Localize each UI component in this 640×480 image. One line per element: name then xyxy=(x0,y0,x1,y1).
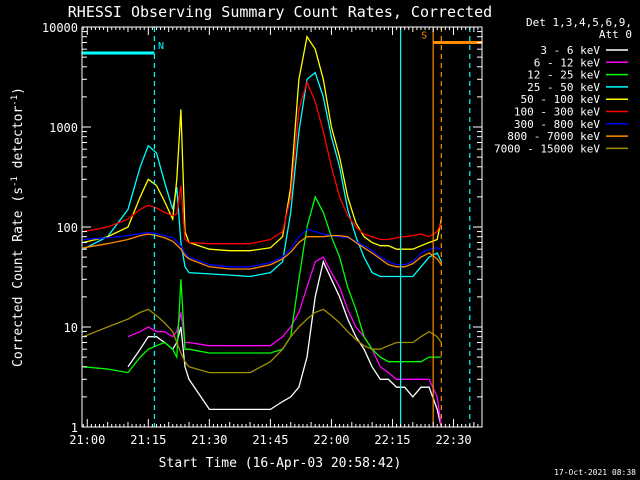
series-line-1 xyxy=(127,256,442,427)
y-tick-label: 100 xyxy=(56,221,78,235)
footer-date: 17-Oct-2021 08:38 xyxy=(554,468,636,477)
x-axis-label: Start Time (16-Apr-03 20:58:42) xyxy=(159,456,402,471)
legend-label-8: 7000 - 15000 keV xyxy=(494,142,600,155)
legend-label-6: 300 - 800 keV xyxy=(514,118,600,131)
x-tick-label: 21:00 xyxy=(69,433,105,447)
y-tick-label: 1000 xyxy=(49,121,78,135)
x-tick-label: 21:45 xyxy=(252,433,288,447)
y-tick-label: 10 xyxy=(64,321,78,335)
series-line-7 xyxy=(83,233,442,270)
y-axis-label: Corrected Count Rate (s-1 detector-1) xyxy=(10,87,26,367)
legend-label-0: 3 - 6 keV xyxy=(540,44,600,57)
legend-label-1: 6 - 12 keV xyxy=(534,56,601,69)
x-tick-label: 22:00 xyxy=(313,433,349,447)
legend-header-line-1: Det 1,3,4,5,6,9, xyxy=(526,16,632,29)
legend-label-5: 100 - 300 keV xyxy=(514,106,600,119)
x-tick-label: 22:30 xyxy=(435,433,471,447)
flag-label-n: N xyxy=(158,41,164,52)
flag-label-s: S xyxy=(421,30,427,41)
x-tick-label: 21:15 xyxy=(130,433,166,447)
series-line-4 xyxy=(83,34,442,252)
legend-label-4: 50 - 100 keV xyxy=(521,93,601,106)
series-line-5 xyxy=(83,80,442,245)
y-tick-label: 1 xyxy=(71,421,78,435)
x-tick-label: 22:15 xyxy=(374,433,410,447)
legend-label-7: 800 - 7000 keV xyxy=(507,130,600,143)
series-line-6 xyxy=(83,228,442,268)
series-line-3 xyxy=(82,71,442,278)
legend-label-3: 25 - 50 keV xyxy=(527,81,600,94)
legend-label-2: 12 - 25 keV xyxy=(527,69,600,82)
x-tick-label: 21:30 xyxy=(191,433,227,447)
legend-header-line-2: Att 0 xyxy=(599,28,632,41)
chart-title: RHESSI Observing Summary Count Rates, Co… xyxy=(68,3,492,21)
series-line-2 xyxy=(83,195,442,374)
series-line-0 xyxy=(127,259,442,427)
series-line-8 xyxy=(82,308,442,374)
y-tick-label: 10000 xyxy=(42,21,78,35)
